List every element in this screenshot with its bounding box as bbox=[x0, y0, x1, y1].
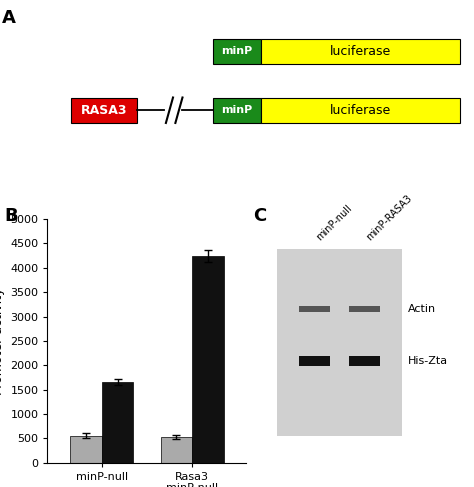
Bar bbox=[71, 98, 137, 123]
Bar bbox=[192, 256, 224, 463]
Bar bbox=[213, 98, 261, 123]
Text: C: C bbox=[254, 207, 267, 225]
Text: luciferase: luciferase bbox=[329, 45, 391, 57]
Bar bbox=[161, 437, 192, 463]
Bar bbox=[261, 38, 460, 64]
Text: luciferase: luciferase bbox=[329, 104, 391, 117]
Text: minP: minP bbox=[221, 46, 253, 56]
Bar bbox=[102, 382, 133, 463]
Bar bbox=[70, 436, 102, 463]
Text: His-Zta: His-Zta bbox=[408, 356, 448, 366]
Text: Actin: Actin bbox=[408, 304, 437, 314]
Bar bbox=[349, 306, 380, 313]
Bar bbox=[299, 356, 330, 366]
Bar bbox=[213, 38, 261, 64]
Text: minP: minP bbox=[221, 105, 253, 115]
Text: B: B bbox=[5, 207, 18, 225]
Text: A: A bbox=[2, 9, 16, 27]
Bar bbox=[277, 249, 402, 436]
Bar bbox=[349, 356, 380, 366]
Text: RASA3: RASA3 bbox=[81, 104, 128, 117]
Bar bbox=[299, 306, 330, 313]
Text: minP-RASA3: minP-RASA3 bbox=[365, 193, 414, 243]
Bar bbox=[261, 98, 460, 123]
Text: minP-null: minP-null bbox=[314, 203, 354, 243]
Y-axis label: Promoter activity: Promoter activity bbox=[0, 287, 5, 394]
